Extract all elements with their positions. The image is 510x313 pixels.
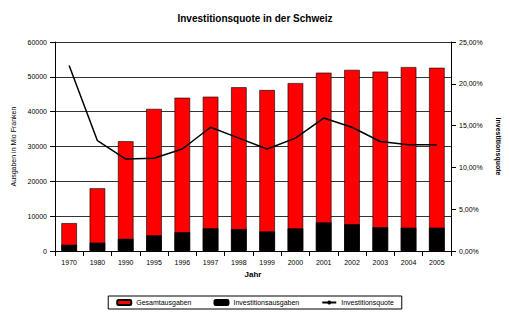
svg-text:1990: 1990 [118, 259, 134, 266]
svg-text:25,00%: 25,00% [459, 39, 483, 46]
svg-text:Investitionsausgaben: Investitionsausgaben [233, 299, 299, 307]
svg-text:10000: 10000 [28, 213, 48, 220]
svg-text:1996: 1996 [174, 259, 190, 266]
svg-text:Investitionsquote in der Schwe: Investitionsquote in der Schweiz [177, 13, 332, 24]
svg-text:1998: 1998 [231, 259, 247, 266]
svg-text:1997: 1997 [203, 259, 219, 266]
svg-text:1980: 1980 [90, 259, 106, 266]
svg-text:10,00%: 10,00% [459, 164, 483, 171]
svg-text:Gesamtausgaben: Gesamtausgaben [136, 299, 191, 307]
svg-text:2002: 2002 [344, 259, 360, 266]
svg-text:Jahr: Jahr [245, 270, 262, 279]
svg-text:1999: 1999 [259, 259, 275, 266]
svg-text:0: 0 [43, 248, 47, 255]
svg-text:5,00%: 5,00% [459, 206, 479, 213]
svg-text:30000: 30000 [28, 143, 48, 150]
svg-text:20000: 20000 [28, 178, 48, 185]
svg-text:50000: 50000 [28, 73, 48, 80]
svg-text:1970: 1970 [61, 259, 77, 266]
svg-text:2000: 2000 [288, 259, 304, 266]
svg-text:0,00%: 0,00% [459, 248, 479, 255]
svg-text:Investitionsquote: Investitionsquote [494, 118, 502, 176]
svg-text:2005: 2005 [429, 259, 445, 266]
svg-text:1995: 1995 [146, 259, 162, 266]
svg-text:2003: 2003 [372, 259, 388, 266]
svg-text:15,00%: 15,00% [459, 122, 483, 129]
svg-text:Investitionsquote: Investitionsquote [341, 299, 394, 307]
svg-text:2001: 2001 [316, 259, 332, 266]
svg-text:20,00%: 20,00% [459, 80, 483, 87]
svg-text:40000: 40000 [28, 108, 48, 115]
svg-text:60000: 60000 [28, 39, 48, 46]
svg-text:Ausgaben in Mio Franken: Ausgaben in Mio Franken [10, 107, 18, 187]
svg-text:2004: 2004 [401, 259, 417, 266]
